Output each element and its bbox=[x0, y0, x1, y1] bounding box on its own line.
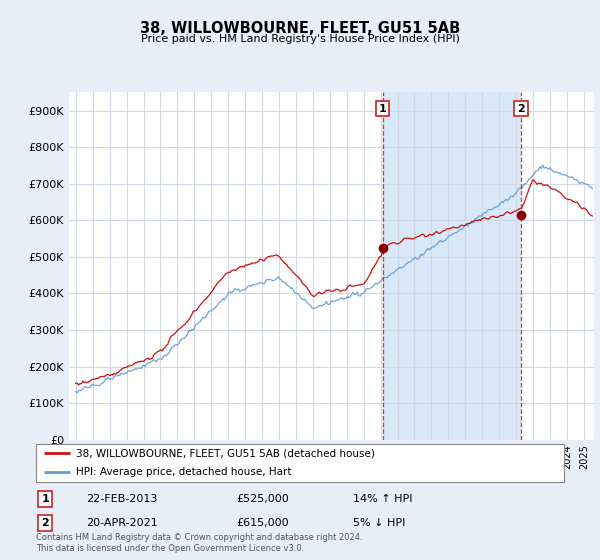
Text: 2: 2 bbox=[517, 104, 525, 114]
Text: 38, WILLOWBOURNE, FLEET, GU51 5AB (detached house): 38, WILLOWBOURNE, FLEET, GU51 5AB (detac… bbox=[76, 448, 374, 458]
Text: 22-FEB-2013: 22-FEB-2013 bbox=[86, 494, 158, 504]
Text: Price paid vs. HM Land Registry's House Price Index (HPI): Price paid vs. HM Land Registry's House … bbox=[140, 34, 460, 44]
Text: 38, WILLOWBOURNE, FLEET, GU51 5AB: 38, WILLOWBOURNE, FLEET, GU51 5AB bbox=[140, 21, 460, 36]
Text: Contains HM Land Registry data © Crown copyright and database right 2024.
This d: Contains HM Land Registry data © Crown c… bbox=[36, 533, 362, 553]
Text: 20-APR-2021: 20-APR-2021 bbox=[86, 519, 158, 528]
Text: 5% ↓ HPI: 5% ↓ HPI bbox=[353, 519, 405, 528]
Text: 14% ↑ HPI: 14% ↑ HPI bbox=[353, 494, 412, 504]
Text: 1: 1 bbox=[379, 104, 386, 114]
Text: 2: 2 bbox=[41, 519, 49, 528]
Bar bbox=[383, 92, 521, 440]
Text: 1: 1 bbox=[41, 494, 49, 504]
Text: HPI: Average price, detached house, Hart: HPI: Average price, detached house, Hart bbox=[76, 467, 291, 477]
Text: £525,000: £525,000 bbox=[236, 494, 289, 504]
Text: £615,000: £615,000 bbox=[236, 519, 289, 528]
